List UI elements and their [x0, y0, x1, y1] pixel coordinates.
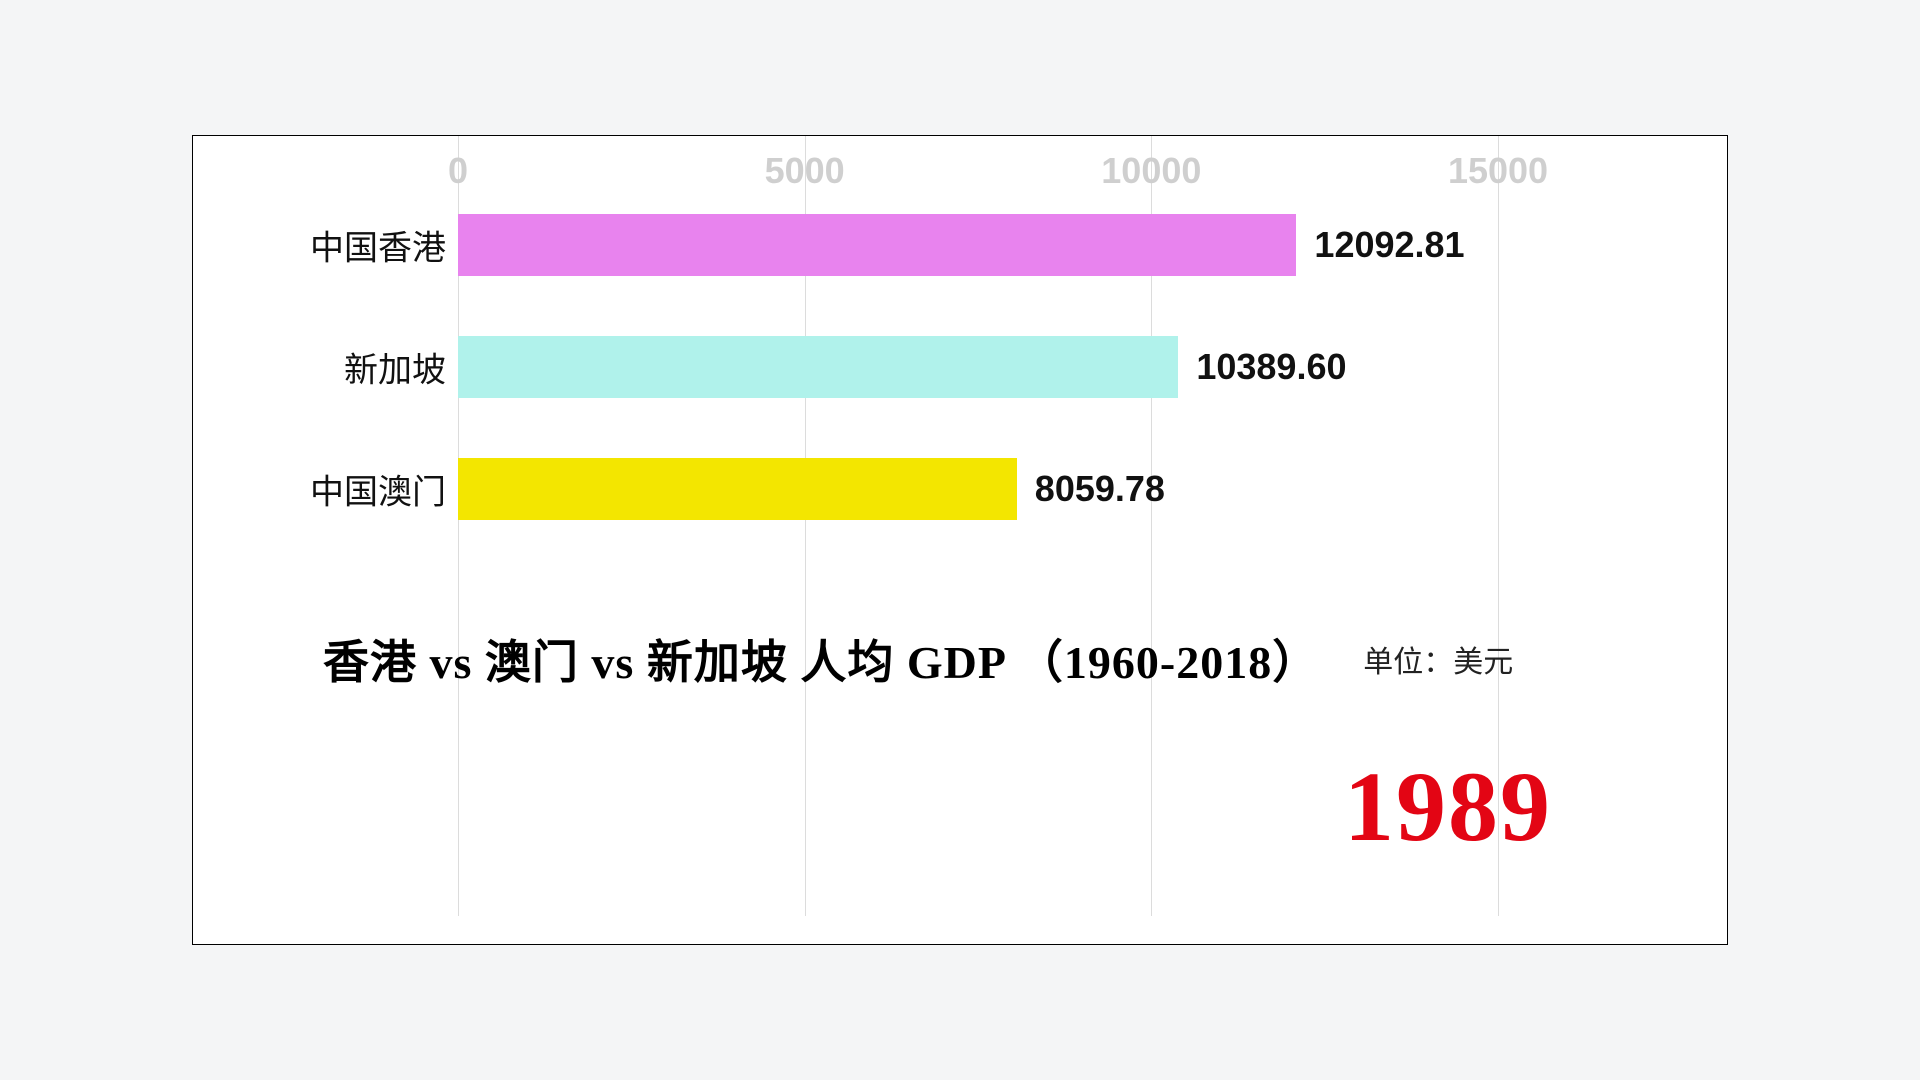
bar [458, 458, 1017, 520]
chart-title: 香港 vs 澳门 vs 新加坡 人均 GDP （1960-2018） [323, 637, 1319, 688]
chart-stage: 12092.81 10389.60 8059.78 香港 vs 澳门 vs 新加坡 … [192, 135, 1728, 945]
category-label: 中国澳门 [310, 465, 446, 514]
category-label: 中国香港 [310, 221, 446, 270]
bar-row: 10389.60 [458, 336, 1498, 398]
bar-row: 8059.78 [458, 458, 1498, 520]
value-label: 12092.81 [1314, 224, 1464, 266]
bar-row: 12092.81 [458, 214, 1498, 276]
category-label: 新加坡 [344, 343, 446, 392]
x-tick-label: 15000 [1448, 150, 1548, 192]
year-label: 1989 [1344, 749, 1552, 864]
x-tick-label: 0 [448, 150, 468, 192]
plot-area: 12092.81 10389.60 8059.78 [458, 136, 1498, 916]
x-tick-label: 5000 [765, 150, 845, 192]
value-label: 8059.78 [1035, 468, 1165, 510]
chart-unit-label: 单位：美元 [1363, 646, 1513, 679]
title-line: 香港 vs 澳门 vs 新加坡 人均 GDP （1960-2018） 单位：美元 [323, 626, 1687, 692]
bar [458, 214, 1296, 276]
value-label: 10389.60 [1196, 346, 1346, 388]
bar [458, 336, 1178, 398]
x-tick-label: 10000 [1101, 150, 1201, 192]
